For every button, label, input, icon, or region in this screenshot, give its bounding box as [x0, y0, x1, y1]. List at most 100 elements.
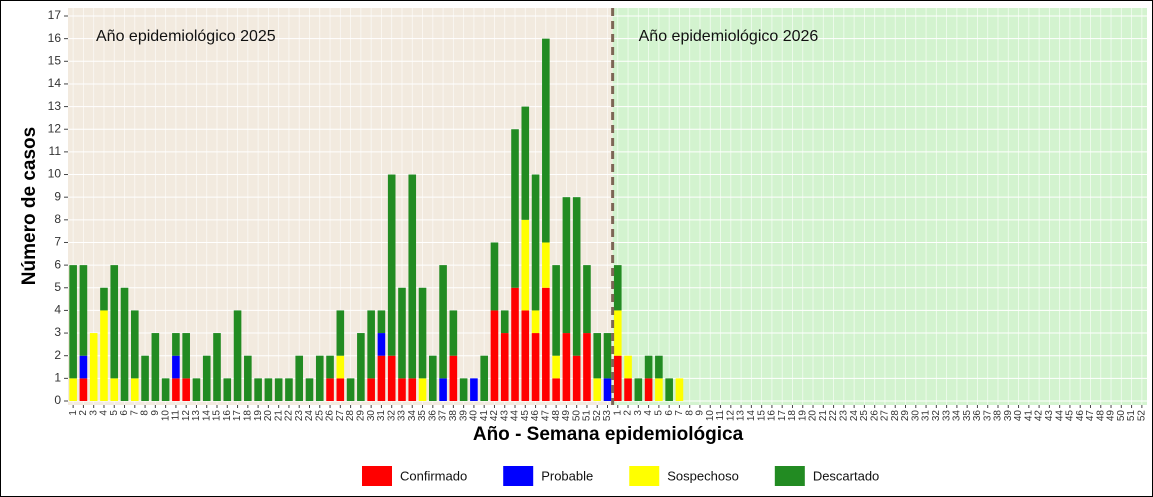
x-tick-label: 19: [797, 410, 808, 422]
bar-segment: [336, 355, 345, 379]
x-tick-label: 43: [499, 410, 510, 422]
x-tick-label: 18: [787, 410, 798, 422]
y-tick-label: 2: [54, 348, 61, 362]
bar-segment: [315, 355, 324, 401]
bar-segment: [202, 355, 211, 401]
x-tick-label: 26: [869, 410, 880, 422]
bar-segment: [79, 355, 88, 379]
bar-segment: [500, 333, 509, 401]
bar-segment: [562, 197, 571, 334]
x-tick-label: 42: [489, 410, 500, 422]
legend-swatch: [503, 466, 534, 486]
bar-segment: [552, 378, 560, 401]
x-tick-label: 36: [427, 410, 438, 422]
bar-segment: [521, 219, 530, 311]
bar-segment: [213, 333, 221, 401]
bar-segment: [110, 265, 119, 379]
x-tick-label: 30: [366, 410, 377, 422]
y-tick-label: 16: [48, 31, 62, 45]
x-tick-label: 46: [530, 410, 541, 422]
bar-segment: [141, 355, 149, 401]
y-tick-label: 3: [54, 325, 61, 339]
bar-segment: [644, 355, 653, 379]
x-tick-label: 7: [129, 410, 140, 416]
bar-segment: [613, 310, 622, 356]
x-tick-label: 15: [212, 410, 223, 422]
x-tick-label: 32: [931, 410, 942, 422]
x-tick-label: 9: [150, 410, 161, 416]
x-tick-label: 29: [356, 410, 367, 422]
bar-segment: [336, 378, 345, 401]
bar-segment: [295, 355, 304, 401]
bar-segment: [367, 378, 375, 401]
x-tick-label: 24: [849, 410, 860, 422]
x-tick-label: 3: [88, 410, 99, 416]
x-tick-label: 8: [684, 410, 695, 416]
x-tick-label: 12: [181, 410, 192, 422]
bar-segment: [572, 197, 581, 356]
bar-segment: [531, 333, 540, 401]
x-tick-label: 46: [1075, 410, 1086, 422]
x-tick-label: 15: [756, 410, 767, 422]
x-tick-label: 8: [140, 410, 151, 416]
x-tick-label: 9: [695, 410, 706, 416]
x-tick-label: 49: [561, 410, 572, 422]
x-tick-label: 53: [602, 410, 613, 422]
bar-segment: [439, 378, 447, 401]
x-tick-label: 28: [890, 410, 901, 422]
bar-segment: [151, 333, 160, 401]
bar-segment: [398, 378, 406, 401]
x-tick-label: 44: [510, 410, 521, 422]
bar-segment: [449, 355, 458, 401]
x-tick-label: 16: [222, 410, 233, 422]
x-tick-label: 41: [479, 410, 490, 422]
x-tick-label: 2: [623, 410, 634, 416]
x-tick-label: 28: [345, 410, 356, 422]
y-tick-label: 12: [48, 121, 62, 135]
x-tick-label: 20: [808, 410, 819, 422]
x-tick-label: 6: [664, 410, 675, 416]
x-tick-label: 37: [982, 410, 993, 422]
bar-segment: [429, 355, 437, 401]
x-tick-label: 21: [818, 410, 829, 422]
x-tick-label: 5: [109, 410, 120, 416]
legend-label: Probable: [541, 468, 593, 483]
bar-segment: [613, 265, 622, 311]
y-tick-label: 15: [48, 53, 62, 67]
x-tick-label: 10: [160, 410, 171, 422]
x-tick-label: 16: [767, 410, 778, 422]
bar-segment: [593, 378, 602, 401]
x-tick-label: 27: [880, 410, 891, 422]
bar-segment: [172, 355, 180, 379]
bar-segment: [552, 265, 560, 356]
bar-segment: [500, 310, 509, 334]
bar-segment: [172, 378, 180, 401]
x-tick-label: 39: [1003, 410, 1014, 422]
x-tick-label: 37: [438, 410, 449, 422]
bar-segment: [223, 378, 232, 401]
x-tick-label: 48: [551, 410, 562, 422]
x-tick-label: 35: [417, 410, 428, 422]
bar-segment: [552, 355, 560, 379]
x-tick-label: 39: [458, 410, 469, 422]
x-tick-label: 10: [705, 410, 716, 422]
x-tick-label: 23: [294, 410, 305, 422]
x-tick-label: 49: [1106, 410, 1117, 422]
bar-segment: [459, 378, 468, 401]
bar-segment: [408, 378, 417, 401]
x-tick-label: 14: [201, 410, 212, 422]
x-tick-label: 44: [1054, 410, 1065, 422]
x-tick-label: 32: [386, 410, 397, 422]
bar-segment: [130, 310, 139, 379]
bar-segment: [470, 378, 478, 401]
x-tick-label: 7: [674, 410, 685, 416]
x-tick-label: 48: [1095, 410, 1106, 422]
bar-segment: [172, 333, 180, 356]
bar-segment: [264, 378, 273, 401]
x-tick-label: 21: [273, 410, 284, 422]
x-tick-label: 2: [78, 410, 89, 416]
bar-segment: [572, 355, 581, 401]
bar-segment: [89, 333, 98, 401]
bar-segment: [490, 310, 499, 401]
